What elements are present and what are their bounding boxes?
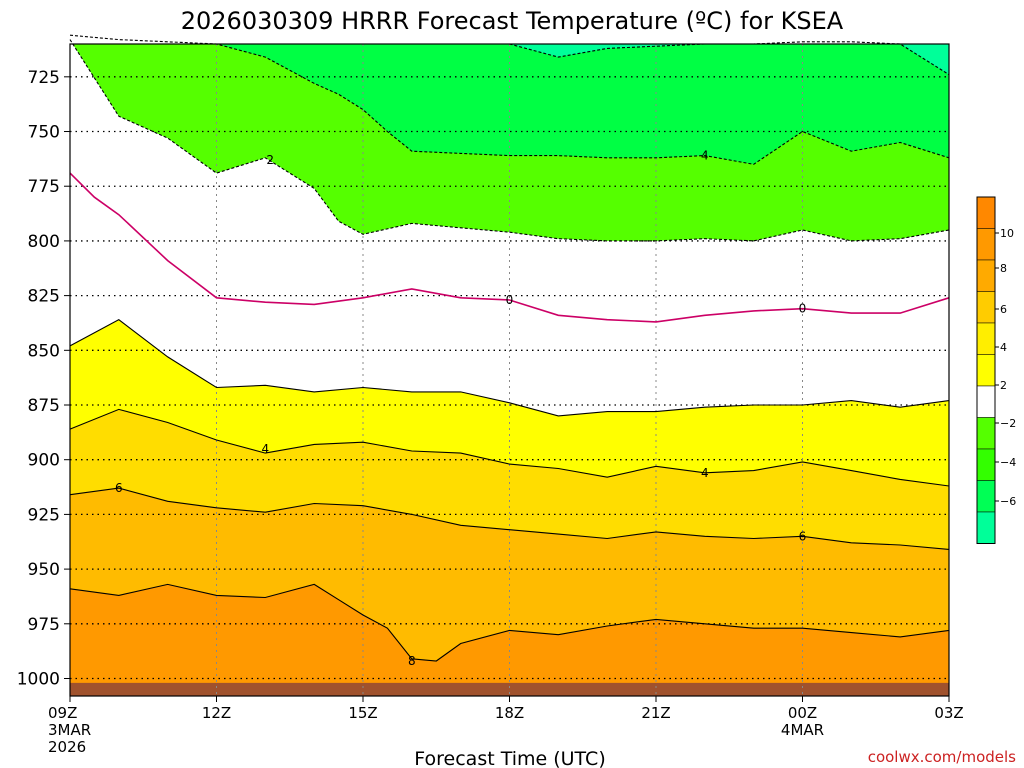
contour-label: 0	[799, 302, 807, 316]
y-tick-label: 925	[28, 505, 60, 525]
y-tick-label: 950	[28, 560, 60, 580]
band-fill	[509, 44, 949, 75]
y-tick-label: 1000	[17, 669, 60, 689]
band-fill	[72, 44, 949, 241]
band-fill	[70, 44, 949, 416]
colorbar-label: −2	[1000, 417, 1016, 430]
colorbar-swatch	[976, 448, 996, 481]
colorbar-swatch	[976, 511, 996, 544]
credit-text: coolwx.com/models	[868, 748, 1016, 766]
y-axis-ticks: 725 750 775 800 825 850 875 900 925 950 975 1000	[17, 68, 70, 689]
colorbar-label: 2	[1000, 379, 1007, 392]
contour-label: 4	[701, 149, 709, 163]
x-tick-label: 03Z	[934, 704, 963, 722]
contour-label: 4	[262, 442, 270, 456]
contour-label: 8	[408, 654, 416, 668]
colorbar-swatch	[976, 322, 996, 355]
colorbar-swatch	[976, 259, 996, 292]
y-tick-label: 975	[28, 615, 60, 635]
contour-line	[69, 34, 950, 165]
contour-line	[69, 319, 950, 417]
x-tick-date: 4MAR	[781, 721, 824, 739]
contour-label: 0	[506, 293, 514, 307]
colorbar-label: 10	[1000, 227, 1014, 240]
colorbar-swatch	[976, 385, 996, 418]
contour-label: 6	[799, 529, 807, 543]
colorbar-label: −4	[1000, 456, 1016, 469]
contour-line	[69, 583, 950, 662]
y-tick-label: 775	[28, 177, 60, 197]
x-tick-label: 15Z	[348, 704, 377, 722]
band-fill	[70, 488, 949, 661]
band-fill	[70, 409, 949, 550]
x-tick-year: 2026	[48, 738, 86, 756]
contour-label: 2	[266, 153, 274, 167]
contour-line	[69, 39, 950, 242]
contour-labels: 4 2 0 0 4 4 6 6 8	[115, 149, 806, 668]
x-axis-label: Forecast Time (UTC)	[414, 748, 605, 768]
x-tick-label: 00Z	[788, 704, 817, 722]
chart-title: 2026030309 HRRR Forecast Temperature (ºC…	[181, 7, 844, 35]
y-tick-label: 900	[28, 451, 60, 471]
y-tick-label: 850	[28, 341, 60, 361]
colorbar-label: 8	[1000, 262, 1007, 275]
colorbar-legend: 10 8 6 4 2 −2 −4 −6	[976, 196, 1016, 544]
colorbar-swatch	[976, 417, 996, 450]
y-tick-label: 750	[28, 123, 60, 143]
x-tick-label: 12Z	[202, 704, 231, 722]
colorbar-frame	[976, 196, 996, 544]
x-tick-date: 3MAR	[48, 721, 91, 739]
colorbar-swatch	[976, 291, 996, 324]
colorbar-label: 6	[1000, 303, 1007, 316]
ground-fill	[70, 682, 949, 696]
colorbar-swatch	[976, 480, 996, 513]
band-fill	[70, 584, 949, 696]
colorbar-swatch	[976, 196, 996, 229]
contour-label: 6	[115, 481, 123, 495]
colorbar-swatch	[976, 228, 996, 261]
x-tick-label: 18Z	[495, 704, 524, 722]
y-tick-label: 825	[28, 287, 60, 307]
colorbar-label: 4	[1000, 341, 1007, 354]
contour-line	[69, 408, 950, 487]
y-tick-label: 800	[28, 232, 60, 252]
x-tick-label: 21Z	[641, 704, 670, 722]
contour-line	[69, 172, 950, 323]
x-tick-label: 09Z	[48, 704, 77, 722]
colorbar-label: −6	[1000, 495, 1016, 508]
contour-line	[69, 487, 950, 550]
y-tick-label: 725	[28, 68, 60, 88]
contour-label: 4	[701, 466, 709, 480]
colorbar-swatch	[976, 354, 996, 387]
y-tick-label: 875	[28, 396, 60, 416]
